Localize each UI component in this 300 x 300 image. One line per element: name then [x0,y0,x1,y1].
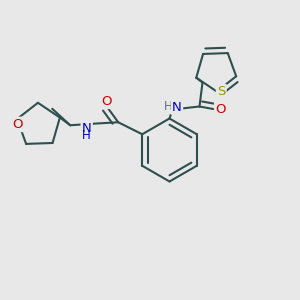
Text: O: O [215,103,226,116]
Text: N: N [82,122,92,135]
Text: O: O [101,95,112,108]
Text: S: S [217,85,225,98]
Text: N: N [172,100,182,114]
Text: H: H [164,100,172,113]
Text: H: H [82,129,91,142]
Text: O: O [12,118,22,131]
